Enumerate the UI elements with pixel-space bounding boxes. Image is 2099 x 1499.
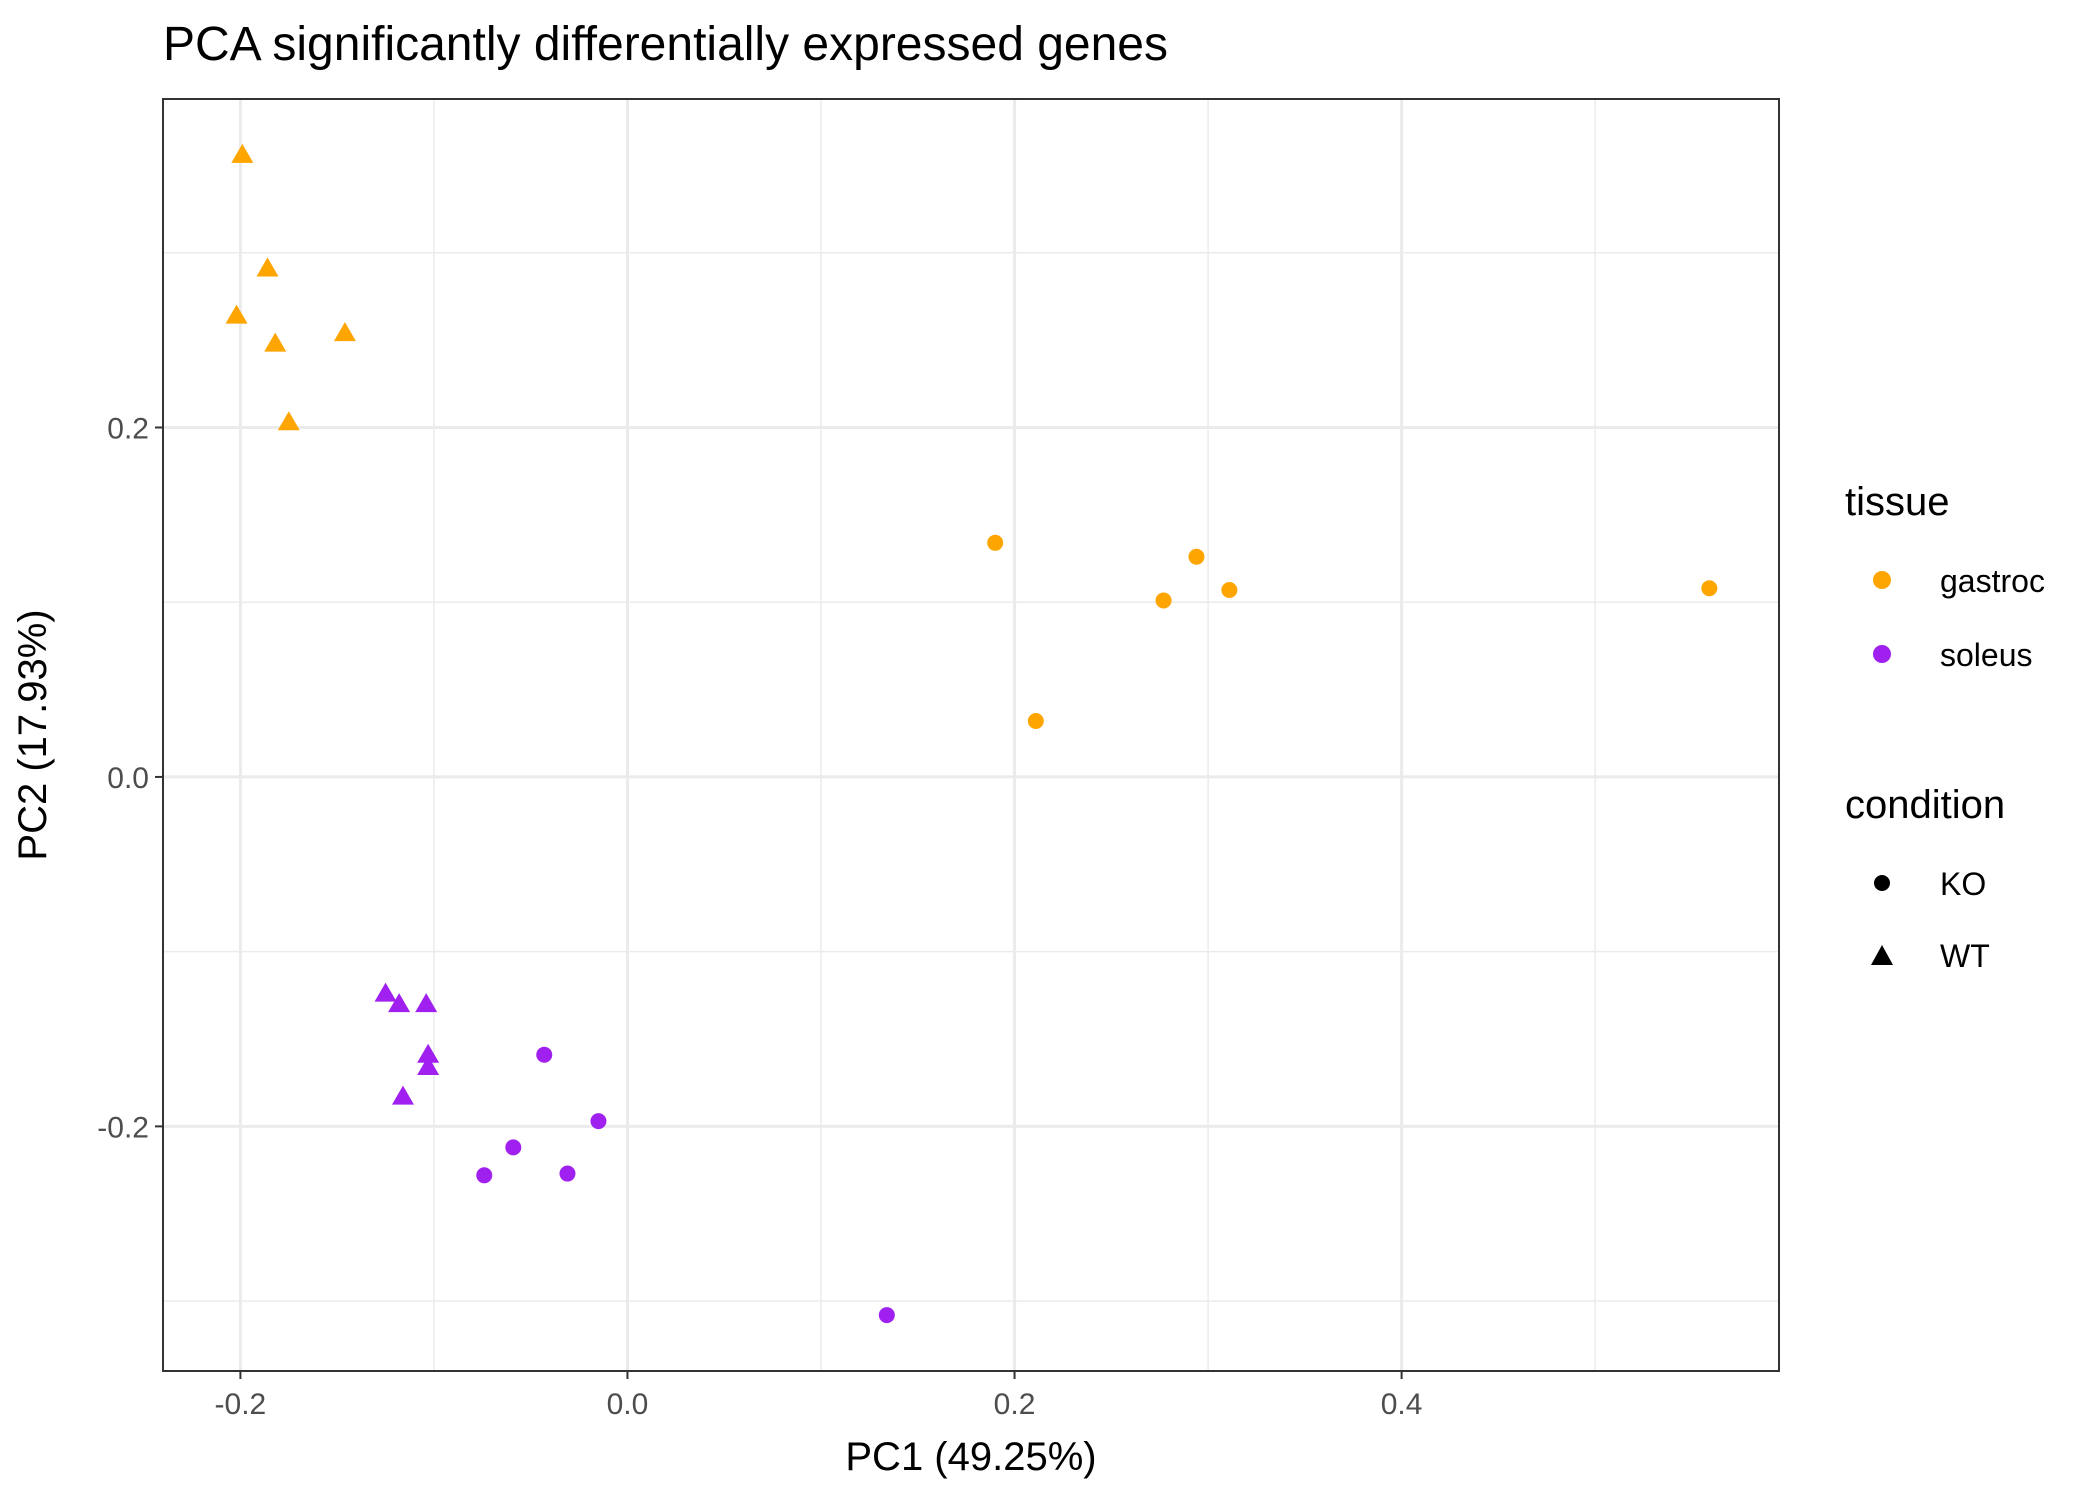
data-point-soleus-WT [417,1055,440,1075]
data-point-soleus-KO [505,1139,522,1156]
plot-panel-border [162,98,1780,1372]
data-point-gastroc-WT [225,304,248,324]
legend-key-soleus [1873,645,1891,663]
x-tick-label: 0.0 [607,1388,649,1421]
data-point-gastroc-WT [231,143,254,163]
data-point-soleus-KO [476,1167,493,1184]
legend-label-ko: KO [1940,866,1986,902]
x-axis-ticks: -0.2 0.0 0.2 0.4 [215,1371,1423,1421]
y-tick-label: 0.2 [107,412,149,445]
data-point-soleus-KO [536,1046,553,1063]
data-point-soleus-KO [559,1165,576,1182]
data-point-gastroc-WT [333,322,356,342]
x-tick-label: 0.2 [994,1388,1036,1421]
x-axis-title: PC1 (49.25%) [845,1435,1096,1479]
legend-key-gastroc [1873,571,1891,589]
data-point-soleus-WT [374,982,397,1002]
legend-title-condition: condition [1845,783,2005,827]
data-point-soleus-WT [391,1085,414,1105]
data-points [225,143,1718,1324]
data-point-soleus-KO [878,1307,895,1324]
data-point-gastroc-KO [1155,592,1172,609]
legend-label-gastroc: gastroc [1940,563,2045,599]
legend-label-wt: WT [1940,938,1990,974]
plot-panel-background [163,99,1779,1371]
y-axis-ticks: -0.2 0.0 0.2 [97,412,163,1144]
legend: tissue gastroc soleus condition KO WT [1845,480,2045,974]
chart-title: PCA significantly differentially express… [163,18,1168,71]
legend-title-tissue: tissue [1845,480,1950,524]
data-point-gastroc-KO [1027,713,1044,730]
data-point-soleus-WT [388,993,411,1013]
x-tick-label: -0.2 [215,1388,267,1421]
y-tick-label: 0.0 [107,762,149,795]
legend-key-ko-circle-icon [1874,875,1890,891]
data-point-soleus-KO [590,1113,607,1130]
legend-label-soleus: soleus [1940,637,2033,673]
data-point-gastroc-WT [256,257,279,277]
data-point-gastroc-KO [1188,548,1205,565]
x-tick-label: 0.4 [1381,1388,1423,1421]
major-gridlines [163,99,1779,1371]
data-point-soleus-WT [417,1043,440,1063]
data-point-gastroc-KO [1701,580,1718,597]
y-tick-label: -0.2 [97,1111,149,1144]
data-point-gastroc-WT [277,411,300,431]
data-point-gastroc-KO [1221,581,1238,598]
legend-key-wt-triangle-icon [1871,945,1893,965]
data-point-soleus-WT [415,993,438,1013]
data-point-gastroc-WT [264,332,287,352]
data-point-gastroc-KO [987,534,1004,551]
y-axis-title: PC2 (17.93%) [11,609,55,860]
minor-gridlines [163,99,1779,1371]
